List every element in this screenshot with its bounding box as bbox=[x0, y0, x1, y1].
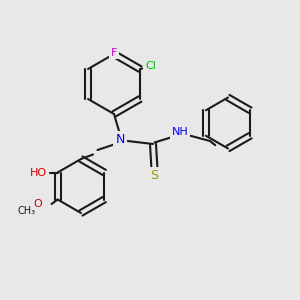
Text: CH₃: CH₃ bbox=[17, 206, 35, 217]
Text: O: O bbox=[34, 199, 43, 209]
Text: S: S bbox=[151, 169, 158, 182]
Text: NH: NH bbox=[172, 127, 188, 137]
Text: HO: HO bbox=[30, 167, 47, 178]
Text: N: N bbox=[115, 133, 125, 146]
Text: F: F bbox=[111, 47, 117, 58]
Text: Cl: Cl bbox=[145, 61, 156, 71]
